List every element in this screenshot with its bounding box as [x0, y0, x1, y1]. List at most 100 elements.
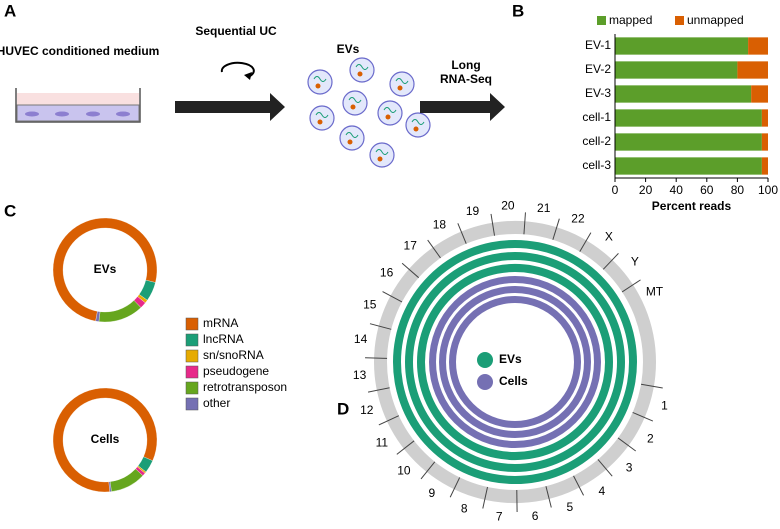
ev: [389, 71, 415, 97]
ev: [405, 112, 431, 138]
ev: [339, 125, 365, 151]
rna: [395, 78, 409, 84]
donut-segment: [95, 311, 101, 322]
chromosome-boundary: [545, 486, 552, 508]
chromosome-label: 16: [380, 266, 394, 280]
rna-dot: [377, 156, 383, 162]
legend-label: mapped: [609, 13, 652, 27]
chromosome-boundary: [523, 212, 526, 235]
bar: [615, 109, 762, 127]
y-tick-label: cell-3: [582, 158, 611, 172]
chromosome-label: 9: [429, 486, 436, 500]
dish: [15, 88, 141, 123]
rna: [315, 112, 329, 118]
medium: [17, 93, 139, 105]
rna-dot: [350, 104, 356, 110]
bar: [748, 37, 768, 55]
chromosome-boundary: [640, 383, 663, 389]
chromosome-label: 17: [404, 239, 418, 253]
x-tick-label: 60: [700, 183, 714, 197]
donut-segment: [98, 300, 142, 323]
ev: [309, 105, 335, 131]
rna: [345, 132, 359, 138]
chromosome-label: 3: [626, 461, 633, 475]
ev: [307, 69, 333, 95]
legend-swatch: [185, 397, 199, 411]
chromosome-label: 12: [360, 403, 374, 417]
rna: [355, 64, 369, 70]
chromosome-label: 20: [501, 198, 515, 212]
chromosome-label: 11: [376, 435, 389, 449]
chromosome-label: 5: [567, 500, 574, 514]
arrow-head: [244, 72, 252, 80]
x-tick-label: 40: [670, 183, 684, 197]
panel-label: C: [4, 201, 16, 220]
chromosome-boundary: [621, 279, 641, 293]
donut-segment: [52, 387, 158, 493]
schematic-text: Long: [451, 58, 480, 72]
legend-swatch: [185, 317, 199, 331]
chromosome-label: 7: [496, 509, 503, 523]
chromosome-label: Y: [631, 254, 639, 268]
arrow: [175, 93, 285, 121]
bar: [737, 61, 768, 79]
ev: [349, 57, 375, 83]
legend-marker: [477, 352, 493, 368]
legend-swatch: [675, 16, 684, 25]
schematic-text: Sequential UC: [195, 24, 277, 38]
chromosome-boundary: [449, 477, 461, 498]
legend-label: other: [203, 396, 230, 410]
bar: [615, 157, 762, 175]
ev: [342, 90, 368, 116]
legend-label: retrotransposon: [203, 380, 287, 394]
chromosome-label: 10: [397, 464, 411, 478]
rna-dot: [315, 83, 321, 89]
cell-layer: [16, 104, 140, 122]
bar: [615, 37, 749, 55]
x-tick-label: 20: [639, 183, 653, 197]
donut-segment: [108, 481, 112, 492]
rna: [348, 97, 362, 103]
ev-particles: [307, 57, 431, 168]
chromosome-boundary: [369, 323, 392, 330]
rna: [375, 149, 389, 155]
rna-dot: [317, 119, 323, 125]
panel-label: B: [512, 1, 524, 20]
legend-label: mRNA: [203, 316, 238, 330]
chromosome-label: 14: [354, 332, 368, 346]
rna: [411, 119, 425, 125]
chromosome-label: 1: [661, 399, 668, 413]
chromosome-label: X: [605, 230, 613, 244]
y-tick-label: cell-2: [582, 134, 611, 148]
chromosome-label: 13: [353, 368, 367, 382]
chromosome-boundary: [579, 232, 592, 252]
chromosome-boundary: [597, 459, 613, 477]
y-tick-label: cell-1: [582, 110, 611, 124]
legend-label: Cells: [499, 374, 528, 388]
chromosome-boundary: [367, 387, 390, 393]
rna-dot: [385, 114, 391, 120]
panel-label: A: [4, 1, 16, 20]
rna: [313, 76, 327, 82]
chromosome-label: 21: [537, 201, 551, 215]
schematic-text: RNA-Seq: [440, 72, 492, 86]
chromosome-boundary: [420, 461, 436, 480]
chromosome-label: 2: [647, 432, 654, 446]
chromosome-boundary: [632, 411, 654, 422]
chromosome-label: 6: [532, 509, 539, 523]
chromosome-label: 18: [433, 218, 447, 232]
legend-label: sn/snoRNA: [203, 348, 264, 362]
rna-dot: [413, 126, 419, 132]
ev: [369, 142, 395, 168]
legend-marker: [477, 374, 493, 390]
panel-label: D: [337, 399, 349, 418]
y-tick-label: EV-3: [585, 86, 611, 100]
schematic-text: EVs: [337, 42, 360, 56]
legend-label: lncRNA: [203, 332, 244, 346]
chromosome-boundary: [378, 415, 400, 426]
bar: [751, 85, 768, 103]
chromosome-boundary: [382, 291, 403, 303]
chromosome-boundary: [617, 437, 637, 452]
rotation-arrow: [220, 61, 255, 77]
